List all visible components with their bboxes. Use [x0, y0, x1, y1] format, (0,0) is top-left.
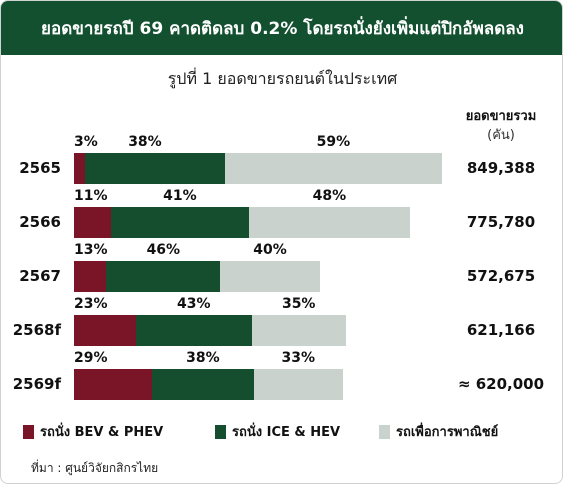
pct-label-ice-2569f: 38%	[186, 350, 220, 366]
bar-bev-2565	[74, 153, 86, 184]
bar-commercial-2569f	[253, 369, 343, 400]
pct-label-ice-2567: 46%	[146, 242, 181, 258]
total-label-2565: 849,388	[466, 159, 536, 177]
legend-item-bev: รถนั่ง BEV & PHEV	[23, 421, 163, 442]
total-label-2566: 775,780	[466, 213, 536, 231]
legend: รถนั่ง BEV & PHEV รถนั่ง ICE & HEV รถเพื…	[1, 421, 562, 442]
bar-ice-2568f	[135, 315, 252, 346]
pct-label-bev-2568f: 23%	[74, 296, 108, 312]
legend-label-bev: รถนั่ง BEV & PHEV	[40, 425, 164, 440]
totals-header: ยอดขายรวม	[465, 109, 537, 124]
pct-label-bev-2566: 11%	[74, 188, 108, 204]
bar-commercial-2567	[220, 261, 320, 292]
pct-label-commercial-2568f: 35%	[281, 296, 316, 312]
pct-label-ice-2568f: 43%	[177, 296, 211, 312]
bar-ice-2566	[110, 207, 249, 238]
pct-label-bev-2569f: 29%	[74, 350, 108, 366]
bar-bev-2567	[74, 261, 107, 292]
legend-swatch-bev	[23, 424, 34, 439]
bar-bev-2566	[74, 207, 111, 238]
bar-commercial-2565	[224, 153, 442, 184]
pct-label-commercial-2567: 40%	[253, 242, 287, 258]
pct-label-commercial-2566: 48%	[312, 188, 347, 204]
year-label-2566: 2566	[19, 213, 61, 231]
chart-subtitle: รูปที่ 1 ยอดขายรถยนต์ในประเทศ	[167, 69, 398, 88]
year-label-2568f: 2568f	[12, 321, 61, 339]
source-note: ที่มา : ศูนย์วิจัยกสิกรไทย	[31, 461, 159, 475]
bar-bev-2568f	[74, 315, 136, 346]
pct-label-bev-2567: 13%	[74, 242, 108, 258]
bar-ice-2569f	[151, 369, 254, 400]
year-label-2567: 2567	[19, 267, 61, 285]
pct-label-commercial-2569f: 33%	[281, 350, 316, 366]
year-label-2565: 2565	[19, 159, 61, 177]
legend-swatch-ice	[215, 424, 226, 439]
bar-bev-2569f	[74, 369, 152, 400]
bar-ice-2567	[106, 261, 221, 292]
bar-commercial-2568f	[251, 315, 346, 346]
pct-label-ice-2565: 38%	[128, 134, 162, 150]
pct-label-commercial-2565: 59%	[316, 134, 351, 150]
pct-label-ice-2566: 41%	[163, 188, 197, 204]
legend-swatch-commercial	[379, 424, 390, 439]
header-title: ยอดขายรถปี 69 คาดติดลบ 0.2% โดยรถนั่งยัง…	[1, 1, 562, 55]
total-label-2567: 572,675	[466, 267, 536, 285]
legend-label-commercial: รถเพื่อการพาณิชย์	[396, 425, 499, 440]
legend-item-commercial: รถเพื่อการพาณิชย์	[379, 421, 498, 442]
pct-label-bev-2565: 3%	[74, 134, 98, 150]
totals-unit: (คัน)	[487, 128, 515, 143]
legend-item-ice: รถนั่ง ICE & HEV	[215, 421, 340, 442]
bar-commercial-2566	[248, 207, 411, 238]
total-label-2568f: 621,166	[466, 321, 536, 339]
bar-ice-2565	[85, 153, 225, 184]
year-label-2569f: 2569f	[12, 375, 61, 393]
legend-label-ice: รถนั่ง ICE & HEV	[232, 425, 341, 440]
total-label-2569f: ≈ 620,000	[457, 375, 545, 393]
